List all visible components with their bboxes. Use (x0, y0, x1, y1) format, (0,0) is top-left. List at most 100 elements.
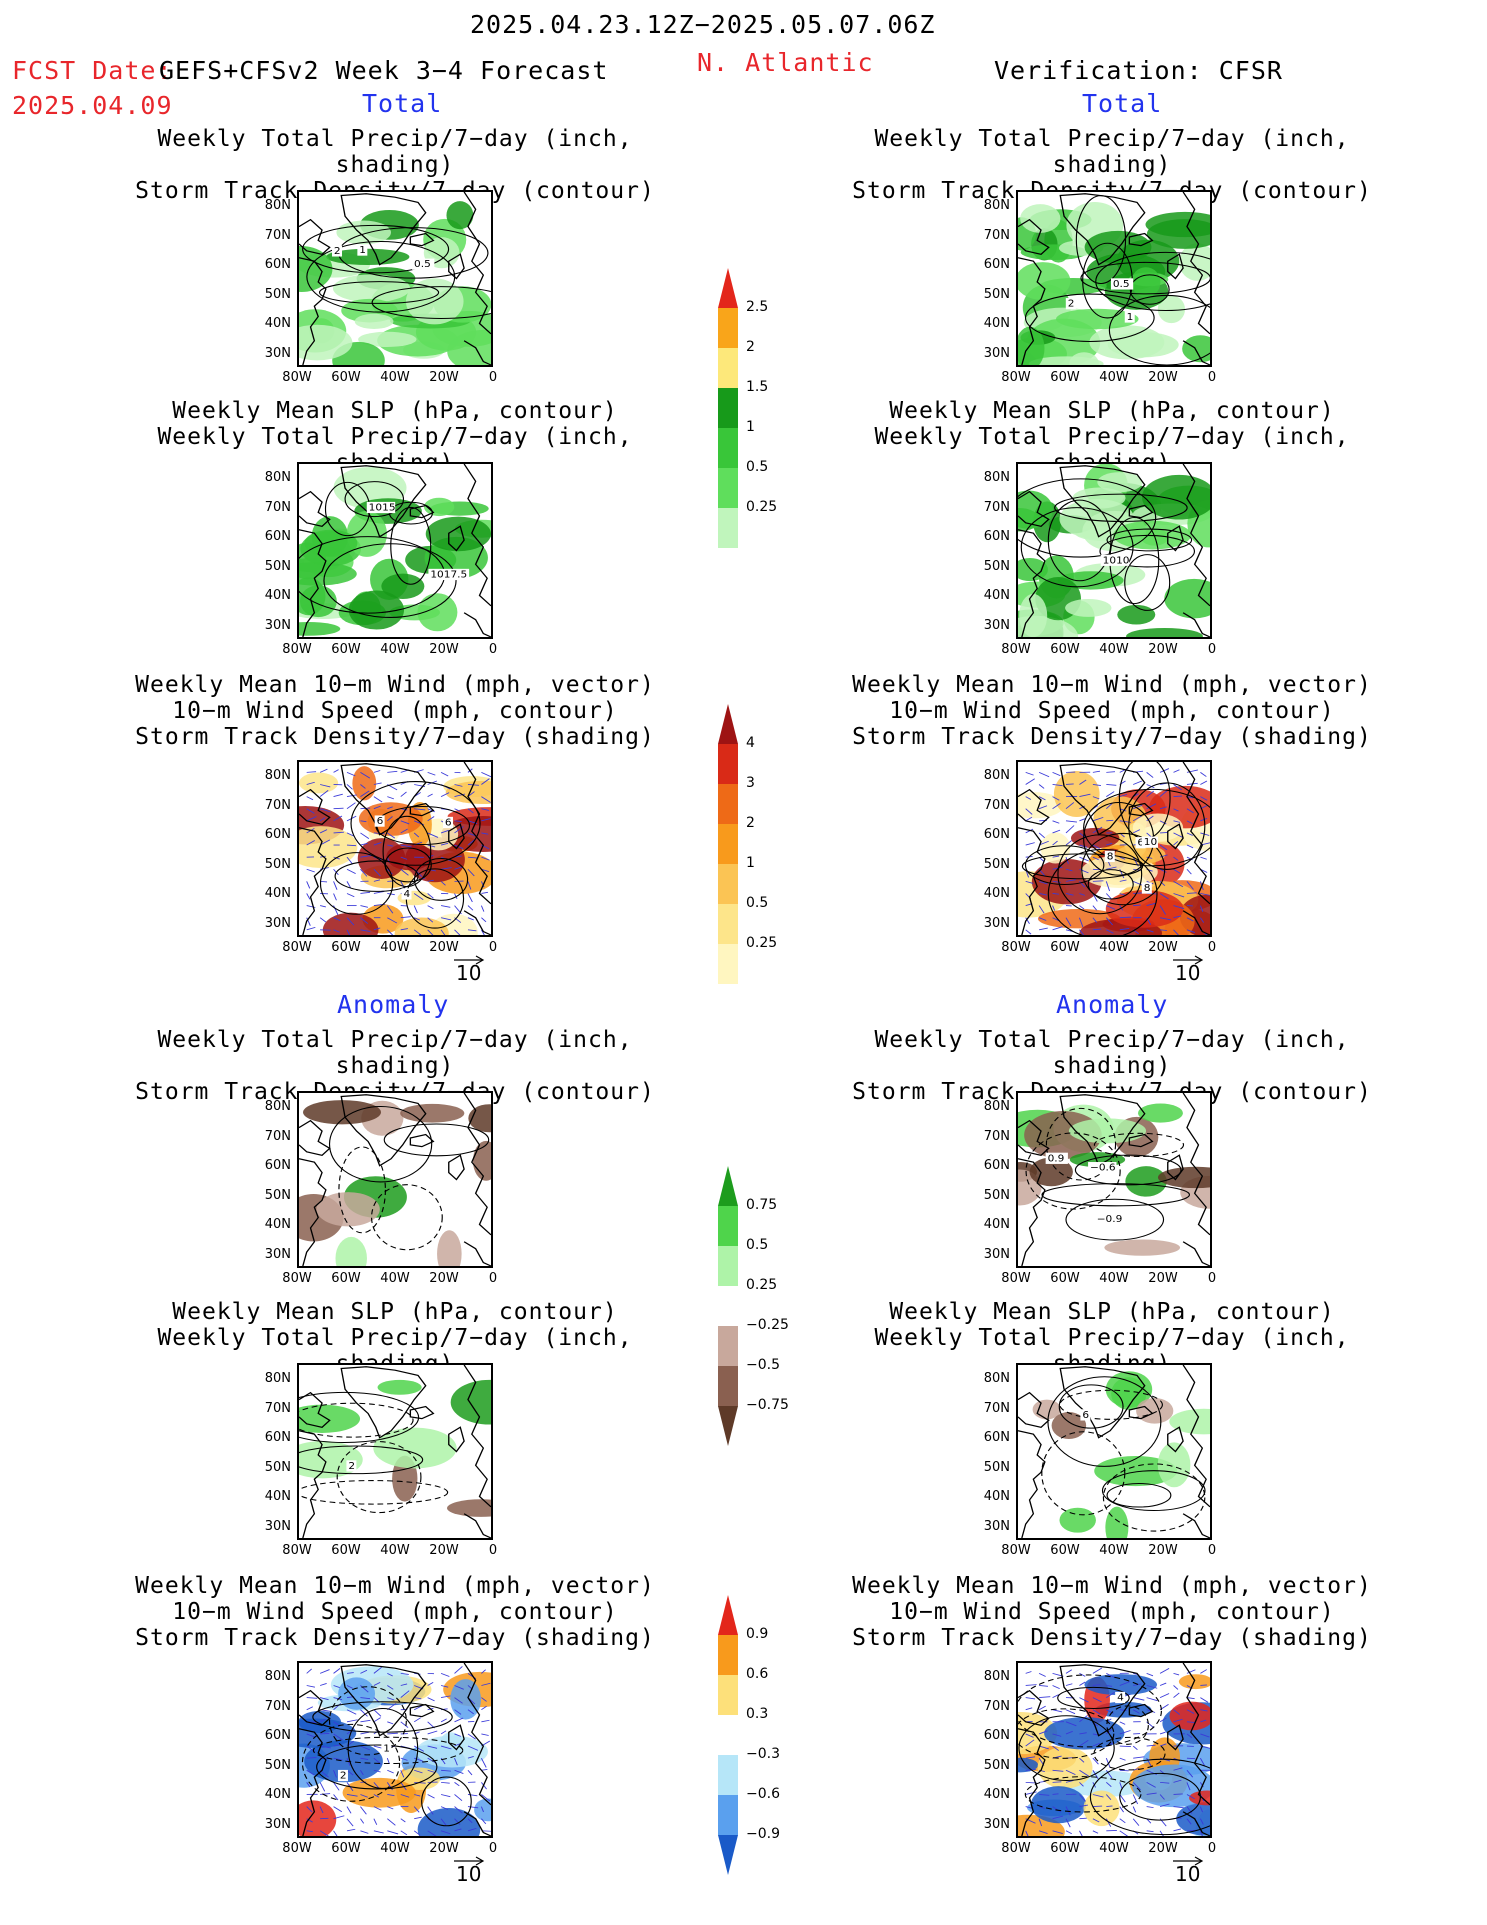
wind-vector (1065, 802, 1075, 810)
wind-vector (1132, 829, 1141, 834)
shaded-region (425, 516, 491, 552)
wind-vector (1146, 784, 1155, 789)
wind-vector (427, 832, 439, 838)
wind-vector (320, 880, 328, 883)
colorbar-cap (718, 1835, 738, 1875)
wind-vector (319, 1697, 329, 1701)
colorbar (718, 1595, 738, 1879)
contour-label-bg (1124, 311, 1135, 323)
wind-vector (481, 1669, 486, 1674)
wind-vector (1079, 1681, 1086, 1686)
europe-coast (463, 1093, 491, 1236)
wind-vector (1092, 1830, 1099, 1834)
lat-tick-label: 30N (983, 345, 1010, 361)
wind-vector (1146, 902, 1156, 907)
wind-vector (387, 1685, 394, 1690)
wind-vector (1173, 795, 1183, 798)
wind-vector (1186, 1770, 1194, 1778)
wind-vector (319, 1830, 330, 1836)
wind-vector (481, 1705, 487, 1711)
british-isles (1167, 1724, 1184, 1751)
contour-line (1080, 261, 1210, 295)
lat-tick-label: 50N (983, 1459, 1010, 1475)
shaded-region (1056, 308, 1139, 330)
region-title: N. Atlantic (697, 48, 874, 77)
wind-vector (1065, 1683, 1073, 1686)
contour-lines (301, 1686, 472, 1827)
shaded-region (316, 1192, 380, 1227)
contour-line (1124, 554, 1171, 611)
shaded-region (332, 274, 411, 303)
wind-vector (441, 1781, 450, 1784)
wind-vector (440, 917, 452, 921)
lat-tick-label: 80N (983, 1669, 1010, 1684)
contour-line (1101, 1470, 1206, 1512)
wind-vector (440, 929, 446, 935)
colorbar-tick-label: 0.5 (746, 1237, 769, 1253)
wind-vector (360, 891, 371, 894)
wind-vector (1052, 1733, 1062, 1737)
colorbar-segment (718, 348, 738, 389)
wind-vector (1173, 1718, 1183, 1723)
wind-vector (1106, 1673, 1116, 1679)
wind-vector (360, 1830, 369, 1834)
contour-line (1054, 493, 1188, 522)
wind-vector (386, 929, 394, 935)
wind-vector (1092, 893, 1098, 902)
wind-vector (427, 816, 435, 822)
wind-vector (360, 905, 369, 908)
wind-vector (1065, 1669, 1073, 1674)
shaded-region (348, 590, 405, 630)
map-svg: 2 (299, 1365, 491, 1538)
wind-vector (1146, 772, 1154, 778)
lat-tick-label: 80N (983, 198, 1010, 213)
wind-vector (373, 1709, 382, 1717)
wind-vector (413, 832, 420, 838)
wind-vector (1159, 1667, 1170, 1674)
wind-vector (481, 796, 491, 803)
wind-vector (319, 784, 331, 788)
contour-line (1128, 782, 1206, 870)
wind-vector (1052, 1769, 1064, 1772)
wind-vector (1159, 1682, 1167, 1686)
contour-line (371, 286, 491, 319)
lon-tick-label: 60W (331, 1841, 361, 1856)
shading-field (1018, 1674, 1210, 1836)
wind-vector (387, 917, 398, 924)
colorbar-svg (718, 1166, 738, 1446)
panel-title-line: 10−m Wind Speed (mph, contour) (172, 1599, 618, 1625)
wind-vector (1200, 780, 1208, 785)
vector-reference-label: 10 (456, 1862, 482, 1886)
wind-vector (387, 1672, 393, 1677)
shaded-region (304, 1740, 383, 1783)
wind-vector (1119, 1806, 1125, 1813)
wind-vector (1079, 805, 1086, 810)
wind-vector (481, 1733, 489, 1736)
wind-vector (1119, 1794, 1126, 1803)
wind-vector (373, 842, 382, 846)
wind-vector (1079, 856, 1089, 862)
europe-coast (1182, 1365, 1210, 1508)
wind-vector (1092, 816, 1104, 822)
lat-tick-label: 70N (264, 227, 291, 243)
wind-vector (1038, 905, 1045, 914)
wind-vector (373, 1717, 381, 1723)
wind-vector (1186, 868, 1192, 875)
wind-vector (400, 856, 408, 860)
colorbar-segment (718, 784, 738, 825)
wind-vector (1146, 856, 1153, 859)
lat-tick-label: 40N (983, 588, 1010, 603)
lat-tick-label: 60N (983, 529, 1010, 544)
colorbar-cap (718, 1406, 738, 1446)
wind-vector (1106, 866, 1117, 870)
reference-arrow-icon (454, 955, 485, 965)
wind-vector (1146, 1672, 1154, 1677)
wind-vector (1186, 929, 1196, 933)
wind-vector (467, 1756, 474, 1759)
wind-vector (387, 796, 395, 800)
wind-vector (1092, 917, 1098, 923)
wind-vector (1199, 1818, 1204, 1825)
lat-tick-label: 50N (264, 1459, 291, 1475)
coastline (1018, 192, 1210, 365)
wind-vector (1173, 1793, 1183, 1795)
